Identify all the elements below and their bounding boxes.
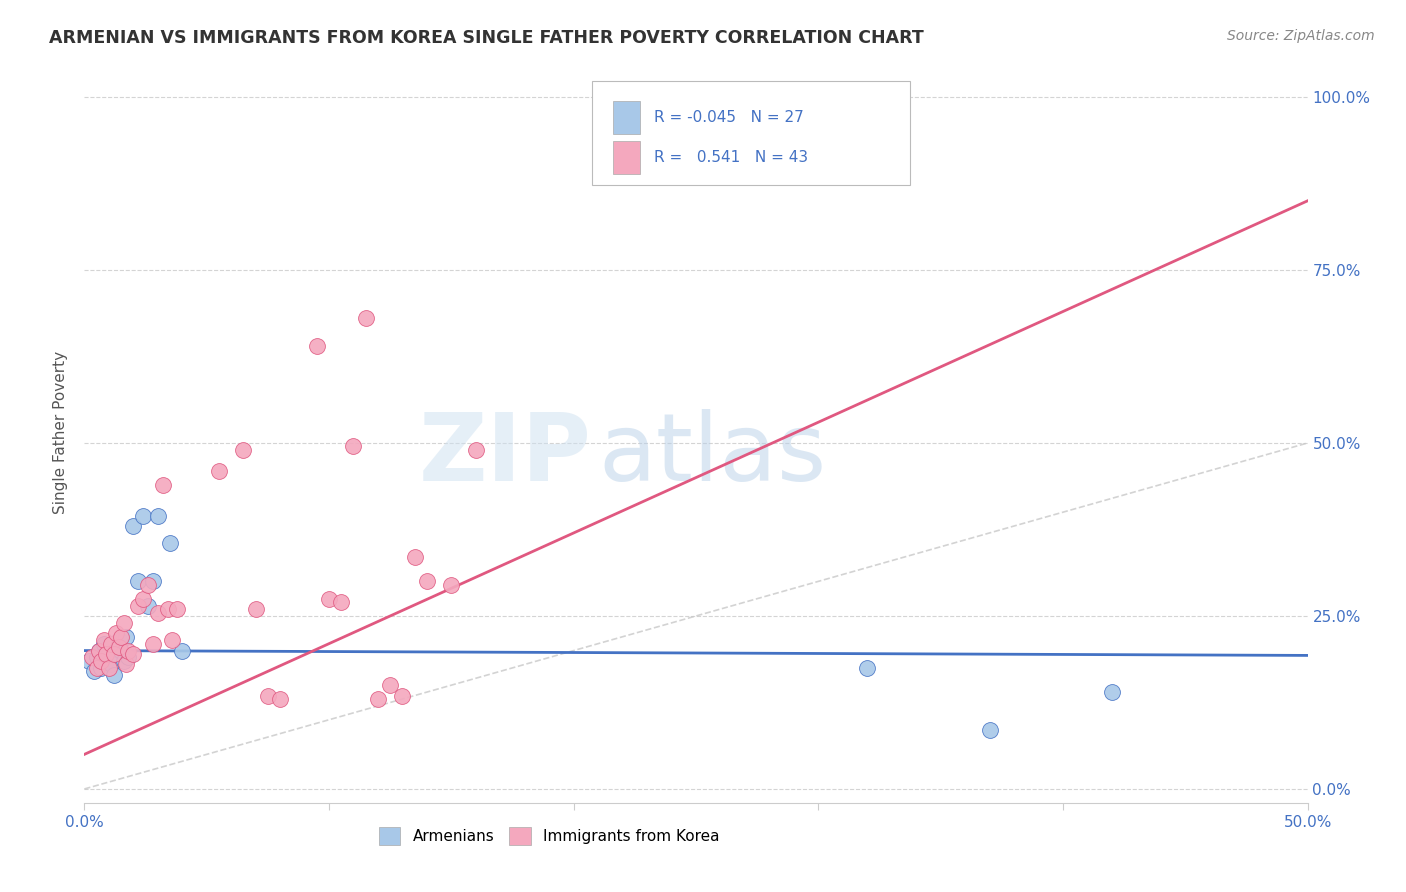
- Point: [105, 647, 128, 661]
- Text: ZIP: ZIP: [419, 409, 592, 500]
- Point: [86, 650, 108, 665]
- Point: [93, 637, 115, 651]
- Point: [166, 602, 188, 616]
- Point: [305, 339, 328, 353]
- Point: [105, 626, 128, 640]
- Point: [979, 723, 1001, 738]
- Point: [208, 464, 231, 478]
- Point: [93, 633, 115, 648]
- Point: [342, 440, 364, 454]
- FancyBboxPatch shape: [592, 81, 910, 185]
- Point: [856, 661, 879, 675]
- Point: [96, 654, 118, 668]
- Point: [97, 661, 120, 675]
- Text: Source: ZipAtlas.com: Source: ZipAtlas.com: [1227, 29, 1375, 43]
- Point: [367, 692, 389, 706]
- Point: [77, 654, 100, 668]
- Point: [156, 602, 179, 616]
- Point: [1101, 685, 1123, 699]
- Point: [103, 647, 125, 661]
- Point: [96, 647, 118, 661]
- Point: [107, 640, 129, 654]
- Text: ARMENIAN VS IMMIGRANTS FROM KOREA SINGLE FATHER POVERTY CORRELATION CHART: ARMENIAN VS IMMIGRANTS FROM KOREA SINGLE…: [49, 29, 924, 46]
- Point: [87, 643, 110, 657]
- Point: [87, 643, 110, 657]
- Point: [257, 689, 280, 703]
- Point: [83, 665, 105, 679]
- Point: [416, 574, 439, 589]
- Point: [100, 657, 122, 672]
- Point: [354, 311, 377, 326]
- Point: [103, 667, 125, 681]
- Point: [380, 678, 402, 692]
- FancyBboxPatch shape: [613, 141, 640, 174]
- Point: [100, 637, 122, 651]
- Point: [391, 689, 413, 703]
- Point: [440, 578, 463, 592]
- Y-axis label: Single Father Poverty: Single Father Poverty: [53, 351, 69, 514]
- Point: [90, 661, 112, 675]
- Point: [232, 442, 254, 457]
- Point: [142, 574, 165, 589]
- Point: [245, 602, 267, 616]
- Point: [117, 650, 139, 665]
- Point: [80, 650, 103, 665]
- Point: [318, 591, 340, 606]
- Point: [86, 661, 108, 675]
- FancyBboxPatch shape: [613, 101, 640, 135]
- Point: [112, 615, 135, 630]
- Text: R = -0.045   N = 27: R = -0.045 N = 27: [654, 110, 804, 125]
- Point: [146, 508, 169, 523]
- Point: [122, 647, 145, 661]
- Text: R =   0.541   N = 43: R = 0.541 N = 43: [654, 150, 808, 165]
- Point: [404, 550, 426, 565]
- Point: [142, 637, 165, 651]
- Point: [97, 647, 120, 661]
- Point: [115, 657, 138, 672]
- Point: [110, 630, 132, 644]
- Point: [162, 633, 184, 648]
- Point: [122, 519, 145, 533]
- Point: [146, 606, 169, 620]
- Point: [172, 643, 194, 657]
- Point: [136, 599, 159, 613]
- Point: [269, 692, 291, 706]
- Point: [136, 578, 159, 592]
- Point: [152, 477, 174, 491]
- Point: [117, 643, 139, 657]
- Point: [132, 508, 155, 523]
- Text: atlas: atlas: [598, 409, 827, 500]
- Point: [90, 654, 112, 668]
- Point: [127, 599, 149, 613]
- Point: [112, 654, 135, 668]
- Point: [464, 442, 486, 457]
- Legend: Armenians, Immigrants from Korea: Armenians, Immigrants from Korea: [373, 821, 725, 851]
- Point: [115, 630, 138, 644]
- Point: [110, 643, 132, 657]
- Point: [330, 595, 353, 609]
- Point: [132, 591, 155, 606]
- Point: [127, 574, 149, 589]
- Point: [159, 536, 181, 550]
- Point: [107, 633, 129, 648]
